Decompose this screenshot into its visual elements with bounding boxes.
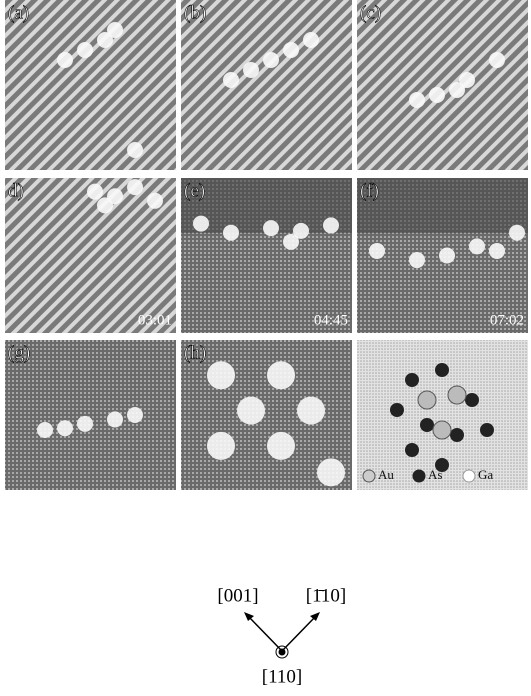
legend-symbol	[463, 470, 475, 482]
panel-label: (b)	[184, 2, 206, 23]
bright-feature	[127, 179, 143, 195]
bright-feature	[107, 411, 123, 427]
ga-atom	[433, 421, 451, 439]
bright-feature	[263, 52, 279, 68]
panel-background	[5, 340, 176, 490]
bright-feature	[489, 243, 505, 259]
bright-feature	[409, 92, 425, 108]
panel-label: (c)	[360, 2, 381, 23]
direction-diagram: [001] [1̄10] [110]	[217, 585, 346, 687]
bright-feature	[439, 248, 455, 264]
panel-label: (f)	[360, 180, 379, 201]
bright-feature	[223, 72, 239, 88]
figure: (a) (b) (c) d) 03:01 (e) 04:45 (f) 07:02 (g) (h) Au…	[0, 0, 531, 696]
bright-feature	[297, 397, 325, 425]
as-atom	[405, 443, 419, 457]
bright-feature	[283, 234, 299, 250]
legend-symbol	[413, 470, 425, 482]
panel-background	[357, 0, 528, 170]
panel-grid: (a) (b) (c) d) 03:01 (e) 04:45 (f) 07:02 (g) (h) Au…	[5, 0, 528, 490]
ga-atom	[418, 391, 436, 409]
bright-feature	[323, 217, 339, 233]
bright-feature	[37, 422, 53, 438]
panel-label: (g)	[8, 342, 30, 363]
as-atom	[405, 373, 419, 387]
bright-feature	[283, 42, 299, 58]
bright-feature	[193, 216, 209, 232]
bright-feature	[127, 407, 143, 423]
bright-feature	[207, 361, 235, 389]
axis-dot	[279, 649, 286, 656]
panel-background	[5, 0, 176, 170]
bright-feature	[207, 432, 235, 460]
bright-feature	[223, 225, 239, 241]
image-panel: (h)	[181, 340, 352, 490]
panel-label: (e)	[184, 180, 205, 201]
bright-feature	[369, 243, 385, 259]
bright-feature	[147, 193, 163, 209]
as-atom	[480, 423, 494, 437]
bright-feature	[489, 52, 505, 68]
legend-symbol	[363, 470, 375, 482]
bright-feature	[243, 62, 259, 78]
bright-feature	[97, 197, 113, 213]
image-panel: d) 03:01	[5, 178, 176, 333]
bright-feature	[107, 22, 123, 38]
as-atom	[390, 403, 404, 417]
as-atom	[435, 363, 449, 377]
image-panel: (f) 07:02	[357, 178, 528, 333]
panel-label: (h)	[184, 342, 206, 363]
bright-feature	[87, 184, 103, 200]
bright-feature	[57, 52, 73, 68]
image-panel: Au As Ga	[357, 340, 528, 490]
legend-label: Ga	[478, 467, 493, 482]
as-atom	[465, 393, 479, 407]
legend-label: Au	[378, 467, 394, 482]
timestamp: 03:01	[138, 312, 172, 328]
legend-label: As	[428, 467, 442, 482]
bright-feature	[429, 87, 445, 103]
bright-feature	[449, 82, 465, 98]
bright-feature	[127, 142, 143, 158]
panel-shade	[357, 178, 528, 233]
image-panel: (g)	[5, 340, 176, 490]
ga-atom	[448, 386, 466, 404]
bright-feature	[237, 397, 265, 425]
bright-feature	[77, 42, 93, 58]
bright-feature	[469, 238, 485, 254]
panel-label: (a)	[8, 2, 29, 23]
image-panel: (b)	[181, 0, 352, 170]
as-atom	[450, 428, 464, 442]
bright-feature	[409, 252, 425, 268]
direction-label: [001]	[217, 585, 258, 606]
bright-feature	[267, 432, 295, 460]
bright-feature	[77, 416, 93, 432]
bright-feature	[57, 420, 73, 436]
panel-label: d)	[8, 180, 24, 201]
timestamp: 07:02	[490, 312, 524, 328]
image-panel: (c)	[357, 0, 528, 170]
image-panel: (a)	[5, 0, 176, 170]
arrow	[282, 616, 316, 651]
panel-background	[181, 0, 352, 170]
arrow	[248, 616, 282, 651]
bright-feature	[317, 458, 345, 486]
bright-feature	[509, 225, 525, 241]
bright-feature	[263, 220, 279, 236]
timestamp: 04:45	[314, 312, 348, 328]
direction-label: [1̄10]	[306, 585, 346, 606]
direction-label: [110]	[262, 666, 302, 687]
bright-feature	[267, 361, 295, 389]
image-panel: (e) 04:45	[181, 178, 352, 333]
bright-feature	[303, 32, 319, 48]
as-atom	[420, 418, 434, 432]
